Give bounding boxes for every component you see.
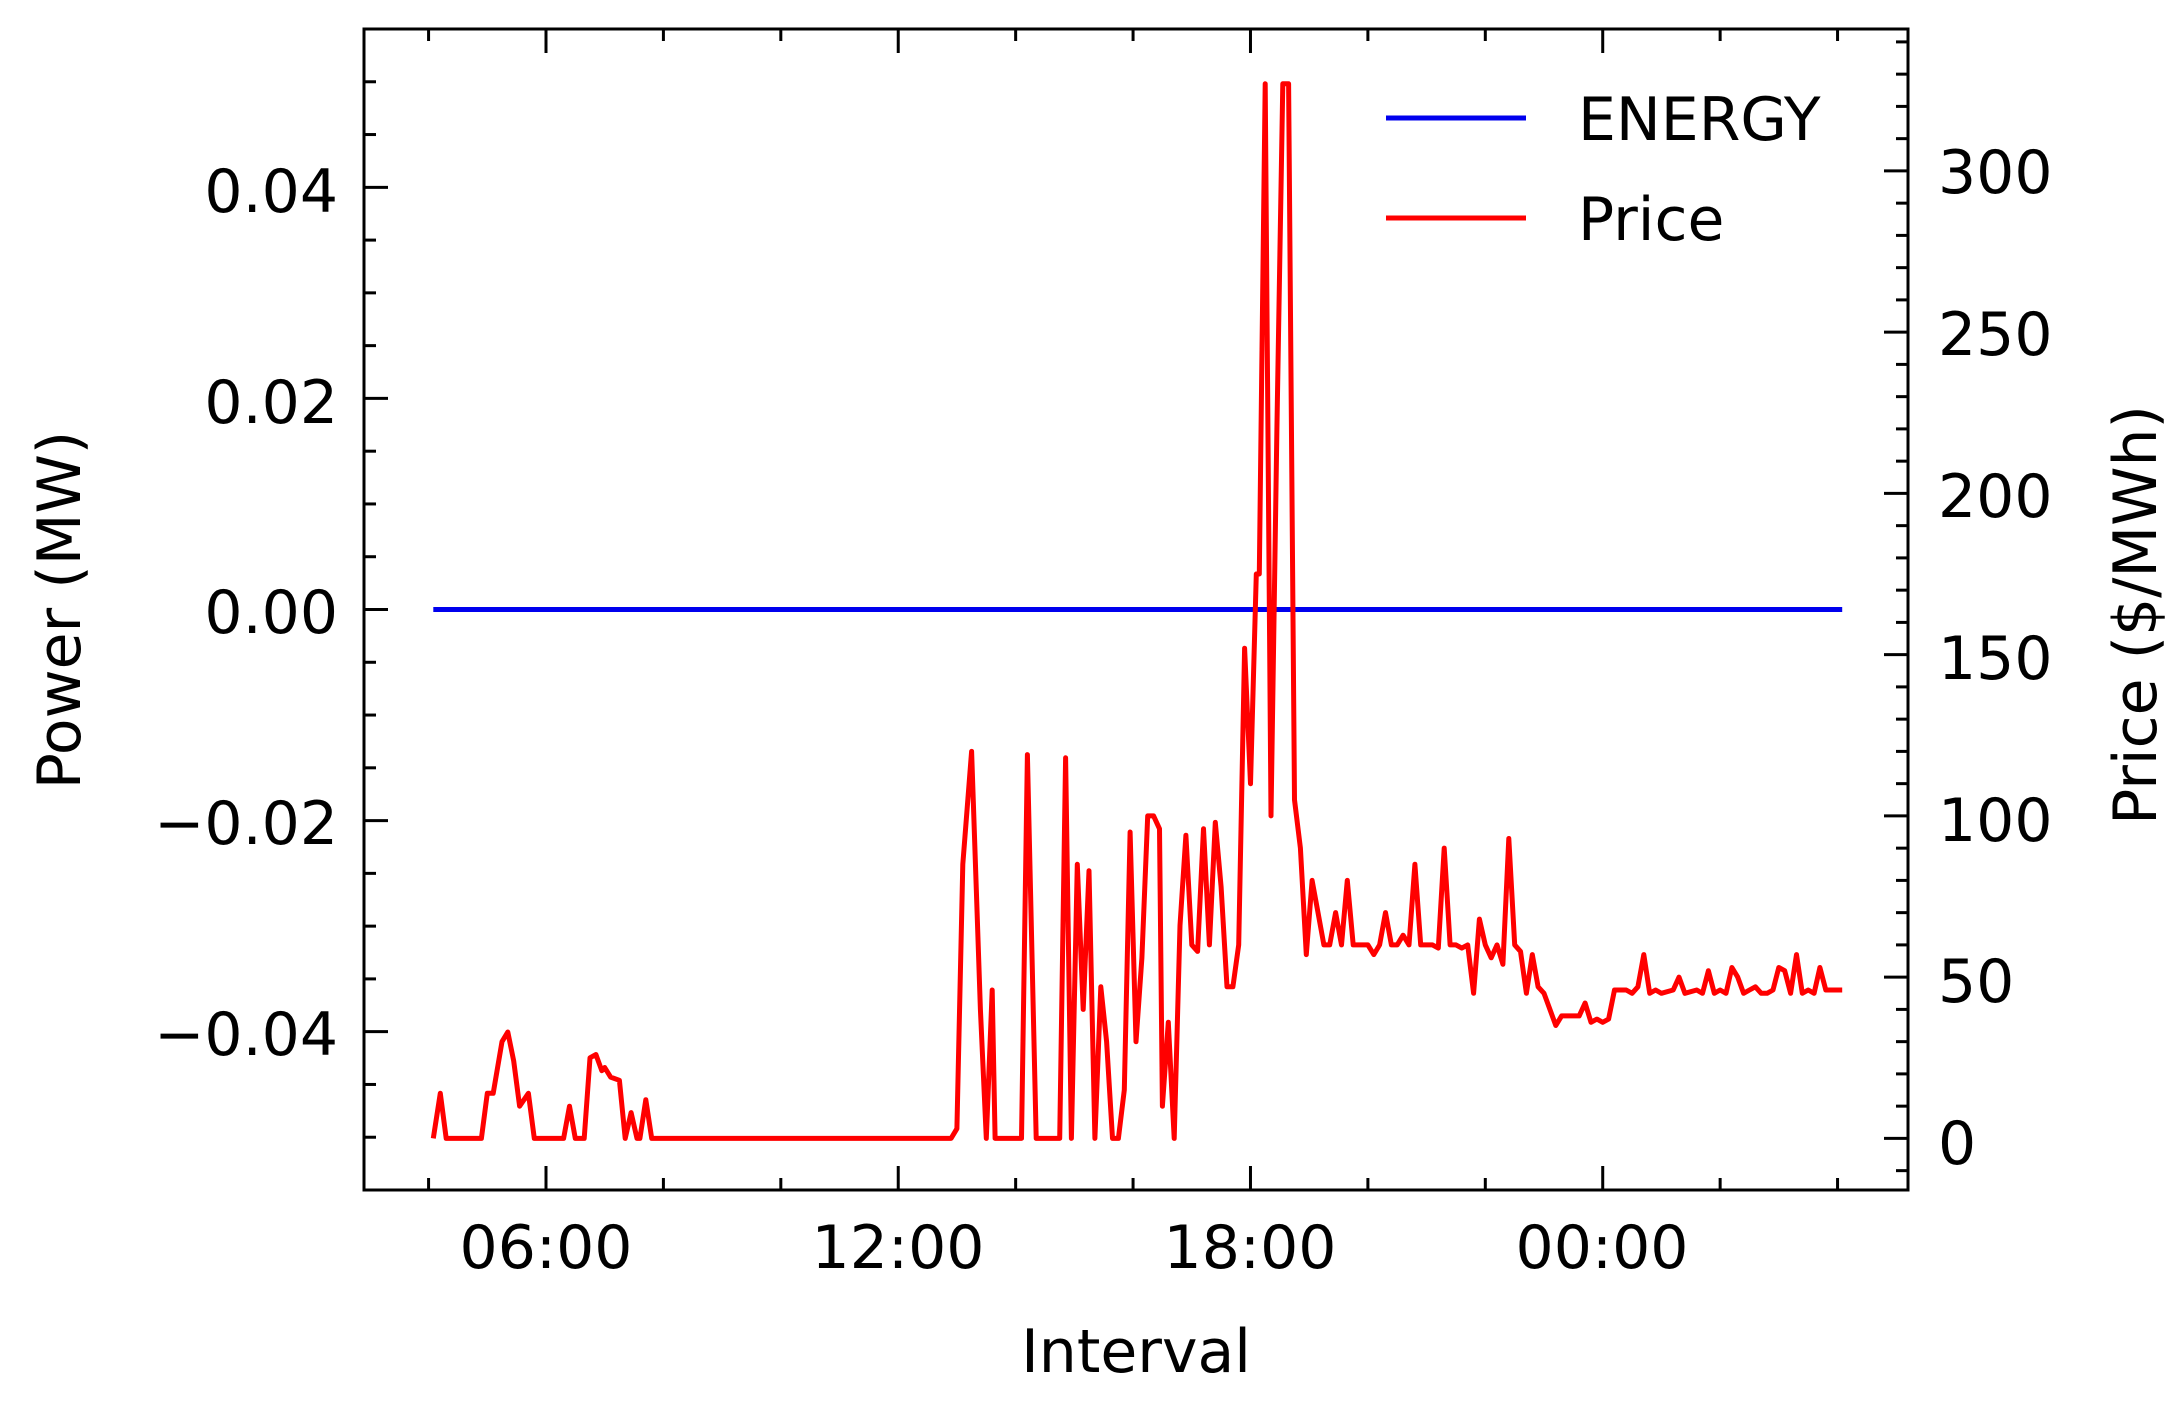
y-left-tick-label-neg0.02: −0.02 <box>154 789 338 859</box>
y-right-tick-label-50: 50 <box>1938 947 2014 1017</box>
y-left-tick-label-0.02: 0.02 <box>204 368 338 438</box>
y-right-tick-label-300: 300 <box>1938 138 2053 208</box>
plot-frame <box>362 27 1910 1192</box>
x-tick-label-0000: 00:00 <box>1516 1213 1689 1283</box>
y-left-tick-label-0.00: 0.00 <box>204 578 338 648</box>
x-tick-label-1800: 18:00 <box>1164 1213 1337 1283</box>
legend-label-energy: ENERGY <box>1578 85 1821 155</box>
y-right-tick-label-0: 0 <box>1938 1109 1976 1179</box>
x-tick-label-0600: 06:00 <box>460 1213 633 1283</box>
y-left-tick-label-neg0.04: −0.04 <box>154 1000 338 1070</box>
y-right-axis-title: Price ($/MWh) <box>2101 405 2171 825</box>
x-axis-title: Interval <box>1021 1317 1251 1387</box>
y-right-tick-label-200: 200 <box>1938 462 2053 532</box>
major-ticks <box>364 29 1908 1190</box>
y-left-axis-title: Power (MW) <box>25 431 95 789</box>
series-line-price <box>430 81 1843 1141</box>
legend: ENERGY Price <box>1386 85 1821 255</box>
y-right-tick-label-100: 100 <box>1938 786 2053 856</box>
y-right-tick-label-150: 150 <box>1938 624 2053 694</box>
y-right-tick-label-250: 250 <box>1938 300 2053 370</box>
y-left-tick-label-0.04: 0.04 <box>204 157 338 227</box>
legend-label-price: Price <box>1578 185 1724 255</box>
series-layer <box>430 81 1843 1141</box>
minor-ticks <box>364 29 1908 1190</box>
x-tick-label-1200: 12:00 <box>812 1213 985 1283</box>
